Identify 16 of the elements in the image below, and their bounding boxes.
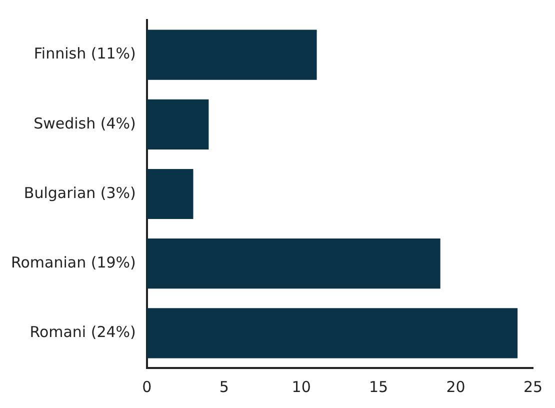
x-tick-label: 0 [142,378,152,396]
x-tick-label: 10 [292,378,311,396]
y-tick-label: Romanian (19%) [10,253,136,272]
y-tick-label: Swedish (4%) [34,114,136,132]
bar [146,30,317,80]
bar [146,238,440,289]
y-tick-label: Romani (24%) [30,323,136,342]
x-tick-label: 5 [219,378,229,396]
x-tick-label: 25 [523,378,543,396]
x-tick-label: 15 [369,378,388,396]
x-tick-label: 20 [446,378,466,396]
y-tick-label: Bulgarian (3%) [24,184,136,202]
bar [146,308,518,358]
bar [146,99,209,150]
y-tick-label: Finnish (11%) [34,44,136,63]
bar [146,168,194,220]
